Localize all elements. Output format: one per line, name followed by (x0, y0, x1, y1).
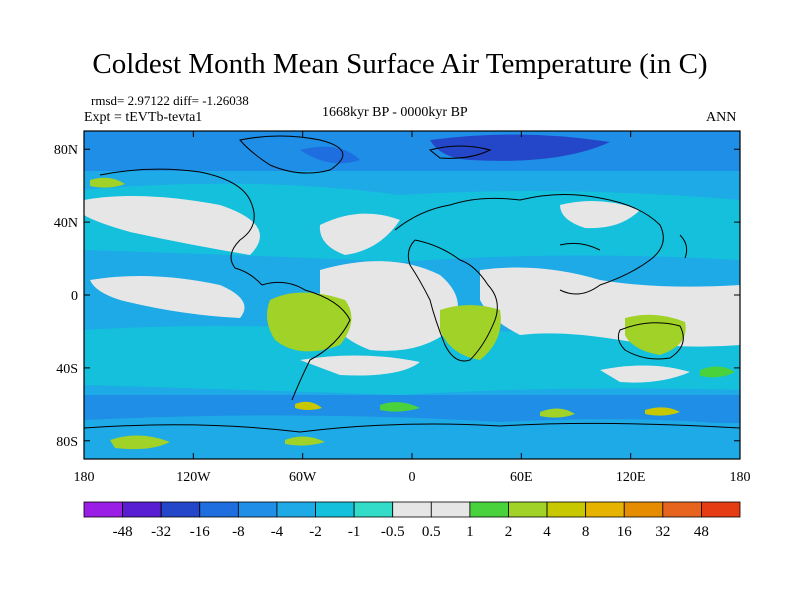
colorbar-label: 0.5 (422, 524, 441, 540)
colorbar-box (662, 501, 702, 518)
colorbar-label: -48 (113, 524, 133, 540)
colorbar-box (430, 501, 471, 518)
colorbar-box (585, 501, 625, 518)
colorbar-box (546, 501, 587, 518)
colorbar-box (122, 501, 162, 518)
colorbar-label: -32 (151, 524, 171, 540)
lon-tick-label: 120W (176, 470, 211, 485)
colorbar-label: 2 (505, 524, 513, 540)
lon-tick-label: 120E (616, 470, 646, 485)
latitude-axis: 80N 40N 0 40S 80S (54, 143, 740, 450)
stats-text: rmsd= 2.97122 diff= -1.26038 (91, 93, 249, 108)
colorbar-box (701, 501, 741, 518)
lat-tick-label: 0 (71, 289, 78, 304)
map-title: Coldest Month Mean Surface Air Temperatu… (92, 48, 708, 80)
colorbar-label: -16 (190, 524, 210, 540)
experiment-label: Expt = tEVTb-tevta1 (84, 110, 203, 125)
colorbar-box (237, 501, 278, 518)
colorbar-box (623, 501, 664, 518)
colorbar-label: -0.5 (381, 524, 405, 540)
lon-tick-label: 60W (289, 470, 317, 485)
period-label: 1668kyr BP - 0000kyr BP (322, 105, 468, 120)
longitude-axis: 180 120W 60W 0 60E 120E 180 (74, 131, 751, 485)
colorbar-box (469, 501, 509, 518)
lat-tick-label: 40S (56, 362, 78, 377)
colorbar-label: 8 (582, 524, 590, 540)
colorbar-box (276, 501, 316, 518)
colorbar-box (315, 501, 355, 518)
colorbar-label: 4 (543, 524, 551, 540)
lat-tick-label: 80N (54, 143, 78, 158)
colorbar-box (160, 501, 201, 518)
colorbar-label: -1 (348, 524, 361, 540)
colorbar-label: -8 (232, 524, 245, 540)
lat-tick-label: 80S (56, 435, 78, 450)
colorbar-label: 16 (617, 524, 633, 540)
colorbar-box (392, 501, 432, 518)
colorbar-box (353, 501, 394, 518)
colorbar-box (83, 501, 123, 518)
lon-tick-label: 60E (510, 470, 533, 485)
lon-tick-label: 180 (74, 470, 95, 485)
colorbar-label: 1 (466, 524, 474, 540)
temperature-field (84, 131, 740, 459)
colorbar-box (508, 501, 548, 518)
season-label: ANN (706, 110, 737, 125)
lon-tick-label: 0 (409, 470, 416, 485)
colorbar-box (199, 501, 239, 518)
colorbar-label: 48 (694, 524, 709, 540)
lon-tick-label: 180 (730, 470, 751, 485)
colorbar: -48 -32 -16 -8 -4 -2 -1 -0.5 0.5 1 2 4 8 16 32 48 (83, 501, 741, 540)
lat-tick-label: 40N (54, 216, 78, 231)
colorbar-label: -2 (309, 524, 322, 540)
colorbar-label: 32 (655, 524, 670, 540)
coastlines (84, 135, 740, 433)
colorbar-label: -4 (271, 524, 284, 540)
